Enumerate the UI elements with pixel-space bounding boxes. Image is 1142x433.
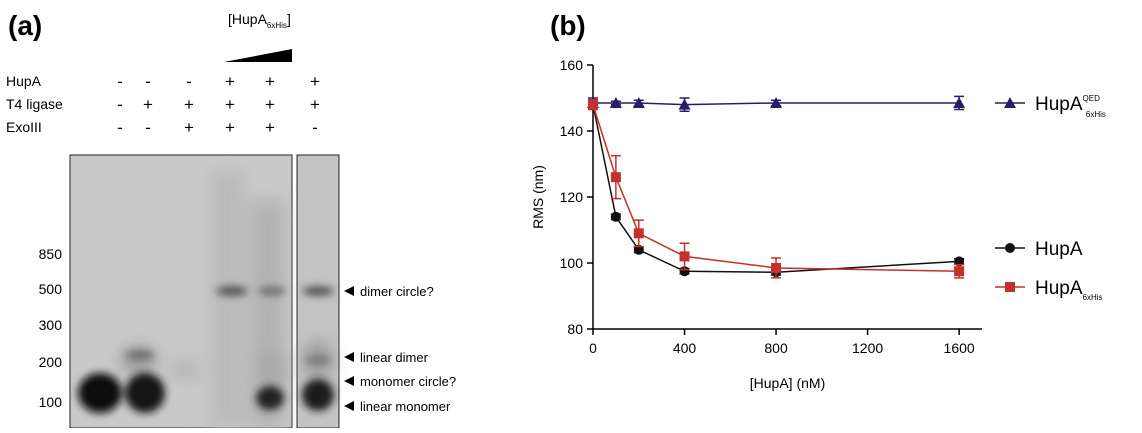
series-line (593, 105, 959, 272)
band-label: linear dimer (360, 350, 429, 365)
series-line (593, 105, 959, 273)
titration-wedge (224, 49, 292, 62)
data-point (680, 251, 690, 261)
lane-sign: + (310, 95, 320, 114)
x-axis-label: [HupA] (nM) (750, 375, 825, 391)
lane-sign: + (184, 95, 194, 114)
legend-sub: 6xHis (1086, 110, 1106, 119)
data-point (611, 212, 621, 222)
y-axis-label: RMS (nm) (530, 165, 546, 229)
lane-sign: - (117, 95, 123, 114)
legend-sub: 6xHis (1083, 293, 1103, 302)
size-marker: 500 (39, 281, 63, 297)
lane-sign: + (265, 118, 275, 137)
panel-label: (b) (550, 10, 586, 41)
gel (70, 155, 339, 428)
titration-close: ] (287, 11, 291, 27)
page: (a) [HupA6xHis] (b) HupA---+++T4 ligase-… (0, 0, 1142, 433)
lane-sign: + (265, 95, 275, 114)
data-point (1005, 243, 1015, 253)
band-arrow (344, 286, 354, 296)
data-point (954, 266, 964, 276)
titration-text: [HupA (228, 11, 268, 27)
legend-sup: QED (1083, 94, 1101, 103)
band-label: linear monomer (360, 399, 451, 414)
lane-sign: - (145, 118, 151, 137)
legend-name: HupA (1035, 239, 1083, 260)
lane-sign: + (225, 72, 235, 91)
y-tick-label: 120 (560, 189, 584, 205)
lane-sign: + (225, 118, 235, 137)
lane-sign: - (117, 118, 123, 137)
legend-name: HupA (1035, 278, 1083, 299)
legend-label: HupA (1035, 239, 1083, 260)
data-point (611, 172, 621, 182)
band-label: monomer circle? (360, 374, 456, 389)
y-tick-label: 140 (560, 123, 584, 139)
lane-sign: + (265, 72, 275, 91)
x-tick-label: 0 (589, 340, 597, 356)
titration-label: [HupA6xHis] (228, 11, 291, 30)
data-point (771, 263, 781, 273)
x-tick-label: 1600 (944, 340, 975, 356)
data-point (1005, 282, 1015, 292)
size-marker: 850 (39, 246, 63, 262)
lane-sign: + (143, 95, 153, 114)
titration-sub: 6xHis (267, 21, 287, 30)
lane-sign: - (117, 72, 123, 91)
y-tick-label: 80 (567, 321, 583, 337)
size-marker: 200 (39, 354, 63, 370)
x-tick-label: 400 (673, 340, 697, 356)
legend-label: HupA6xHis (1035, 278, 1103, 302)
row-label: T4 ligase (6, 96, 63, 112)
x-tick-label: 800 (764, 340, 788, 356)
y-tick-label: 160 (560, 57, 584, 73)
lane-sign: - (312, 118, 318, 137)
lane-sign: + (184, 118, 194, 137)
band-arrow (344, 376, 354, 386)
lane-sign: + (310, 72, 320, 91)
row-label: ExoIII (6, 119, 42, 135)
row-label: HupA (6, 73, 42, 89)
x-tick-label: 1200 (852, 340, 883, 356)
figure: (a) [HupA6xHis] (b) HupA---+++T4 ligase-… (0, 0, 1142, 428)
lane-sign: - (186, 72, 192, 91)
legend-label: HupAQED 6xHis (1035, 94, 1106, 119)
legend-name: HupA (1035, 94, 1083, 115)
data-point (588, 100, 598, 110)
size-marker: 300 (39, 317, 63, 333)
band-arrow (344, 401, 354, 411)
lane-sign: - (145, 72, 151, 91)
band-arrow (344, 352, 354, 362)
band-label: dimer circle? (360, 284, 434, 299)
panel-label: (a) (8, 10, 42, 41)
size-marker: 100 (39, 394, 63, 410)
y-tick-label: 100 (560, 255, 584, 271)
data-point (634, 228, 644, 238)
lane-sign: + (225, 95, 235, 114)
